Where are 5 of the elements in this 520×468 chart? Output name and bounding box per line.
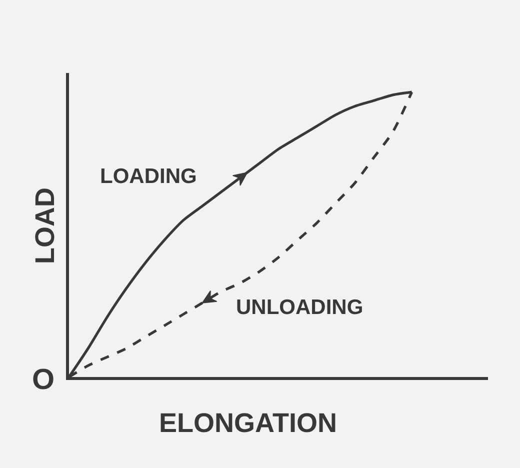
y-axis-title: LOAD	[30, 188, 60, 264]
text: O	[32, 364, 55, 396]
series-label: LOADING	[100, 165, 197, 188]
legend-label: UNLOADING	[236, 296, 364, 319]
x-axis-title: ELONGATION	[159, 408, 337, 438]
